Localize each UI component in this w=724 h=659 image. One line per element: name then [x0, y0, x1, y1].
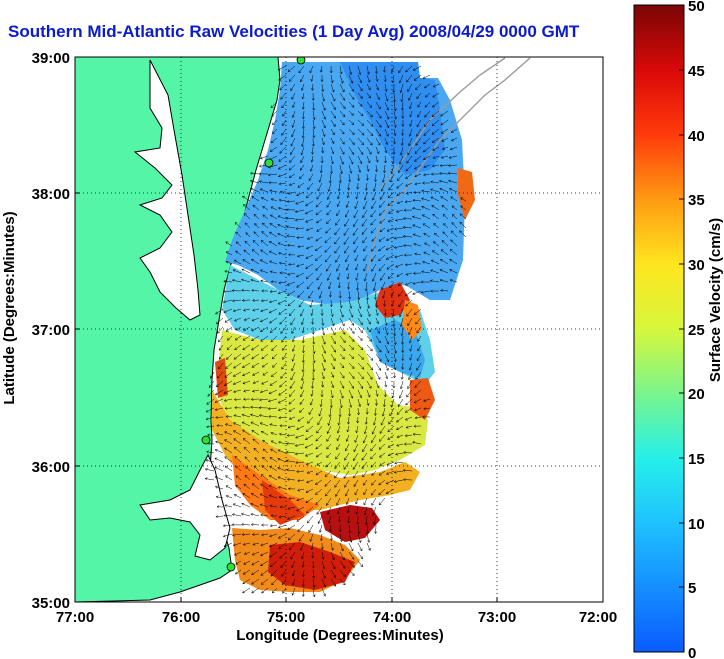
y-tick-label: 38:00 [32, 186, 70, 203]
colorbar-tick-label: 25 [688, 322, 705, 339]
colorbar-tick-label: 0 [688, 645, 696, 659]
velocity-field [212, 62, 475, 592]
velocity-arrow-set [204, 65, 467, 598]
pamlico-sound [139, 453, 231, 561]
colorbar-tick-label: 35 [688, 192, 705, 209]
y-tick-label: 35:00 [32, 595, 70, 612]
colorbar-tick-label: 10 [688, 516, 705, 533]
colorbar-tick-label: 40 [688, 128, 705, 145]
colorbar-tick-label: 30 [688, 257, 705, 274]
radar-station-marker [296, 57, 306, 65]
plot-title: Southern Mid-Atlantic Raw Velocities (1 … [8, 22, 580, 41]
x-tick-label: 77:00 [56, 609, 94, 626]
y-axis-label: Latitude (Degrees:Minutes) [1, 211, 18, 404]
colorbar-tick-label: 15 [688, 451, 705, 468]
y-tick-label: 36:00 [32, 459, 70, 476]
radar-station-marker [264, 158, 274, 168]
grid-lines [75, 57, 603, 602]
land-mass [75, 57, 281, 602]
colorbar [633, 4, 685, 653]
y-tick-label: 39:00 [32, 50, 70, 67]
x-tick-label: 73:00 [478, 609, 516, 626]
colorbar-label: Surface Velocity (cm/s) [707, 218, 724, 382]
x-tick-label: 72:00 [579, 609, 617, 626]
radar-station-marker [201, 435, 211, 445]
bathymetry-contour [367, 57, 531, 271]
radar-station-marker [226, 562, 236, 572]
colorbar-tick-label: 5 [688, 580, 696, 597]
colorbar-tick-label: 20 [688, 386, 705, 403]
colorbar-tick-label: 50 [688, 0, 705, 15]
velocity-arrows [204, 65, 467, 598]
x-tick-label: 74:00 [373, 609, 411, 626]
chesapeake-bay [133, 59, 201, 321]
colorbar-tick-label: 45 [688, 63, 705, 80]
x-axis-label: Longitude (Degrees:Minutes) [236, 627, 444, 644]
y-tick-label: 37:00 [32, 322, 70, 339]
x-tick-label: 76:00 [162, 609, 200, 626]
x-tick-label: 75:00 [267, 609, 305, 626]
